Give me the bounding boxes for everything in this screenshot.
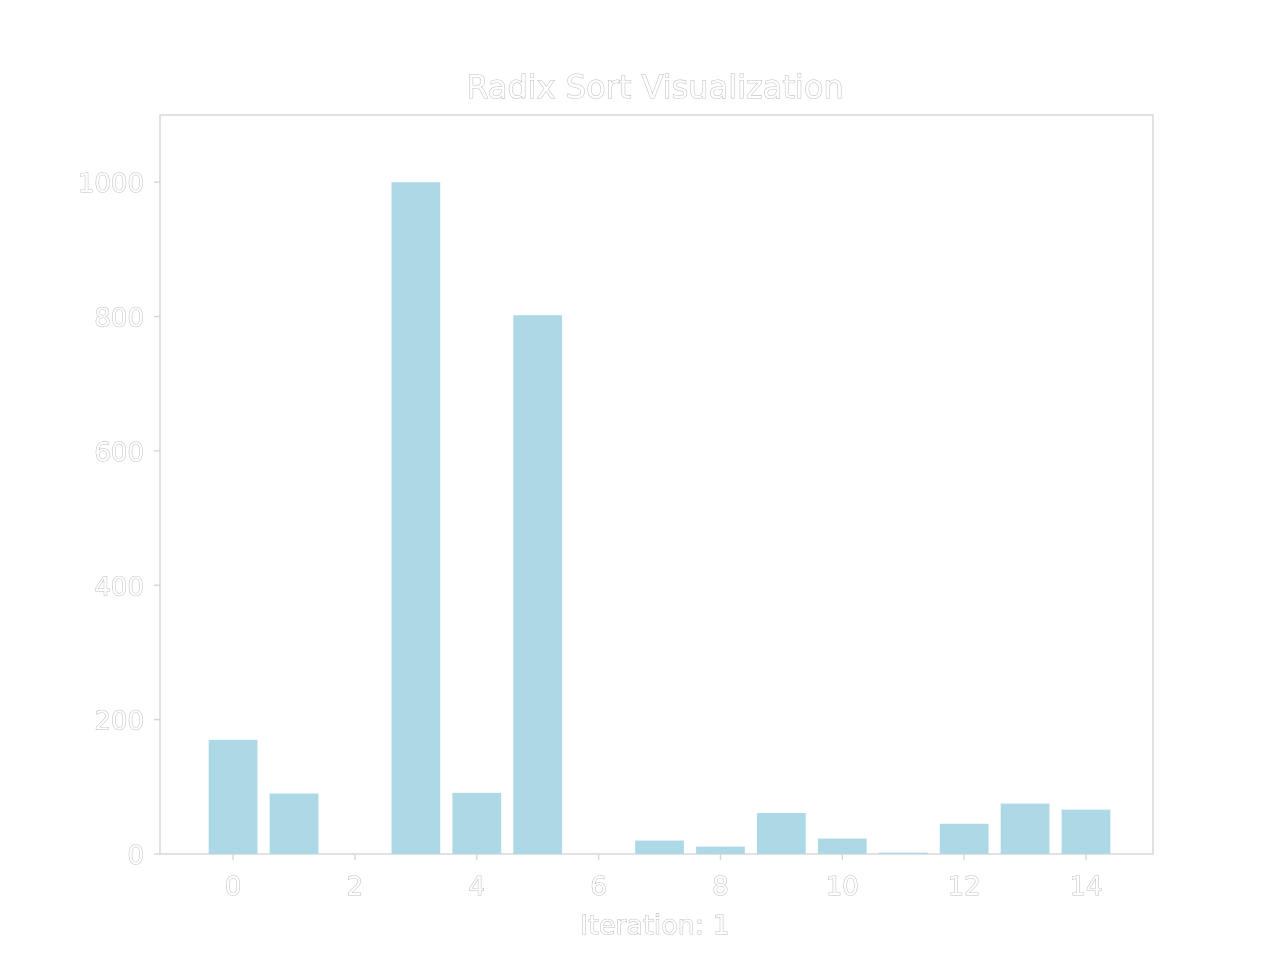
- y-tick-label: 800: [94, 304, 144, 334]
- bar-10: [817, 838, 867, 854]
- x-tick-label: 12: [948, 872, 981, 902]
- bar-3: [391, 182, 441, 854]
- y-tick-label: 600: [94, 438, 144, 468]
- bar-1: [269, 793, 319, 854]
- x-tick-label: 4: [469, 872, 486, 902]
- plot-area-frame: [159, 114, 1154, 855]
- y-axis: 0 200 400 600 800 1000: [77, 169, 160, 871]
- bar-12: [939, 823, 989, 854]
- x-tick-label: 2: [347, 872, 364, 902]
- x-tick-label: 6: [590, 872, 607, 902]
- bar-7: [635, 840, 684, 854]
- bar-9: [757, 813, 806, 854]
- y-tick-label: 0: [127, 841, 144, 871]
- y-tick-label: 1000: [78, 169, 144, 199]
- x-tick-label: 8: [712, 872, 729, 902]
- bar-4: [452, 792, 502, 854]
- x-axis: 0 2 4 6 8 10 12 14: [224, 854, 1103, 902]
- bar-13: [1000, 803, 1050, 854]
- bar-8: [696, 846, 745, 854]
- x-axis-label: Iteration: 1: [580, 910, 729, 941]
- bars-group: [208, 182, 1111, 855]
- x-tick-label: 10: [826, 872, 859, 902]
- x-tick-label: 14: [1069, 872, 1102, 902]
- x-tick-label: 0: [225, 872, 242, 902]
- bar-11: [878, 852, 928, 854]
- chart-title: Radix Sort Visualization: [466, 68, 843, 106]
- bar-5: [513, 315, 563, 855]
- y-tick-label: 200: [94, 707, 144, 737]
- y-tick-label: 400: [94, 572, 144, 602]
- bar-14: [1061, 809, 1111, 854]
- bar-0: [208, 739, 258, 854]
